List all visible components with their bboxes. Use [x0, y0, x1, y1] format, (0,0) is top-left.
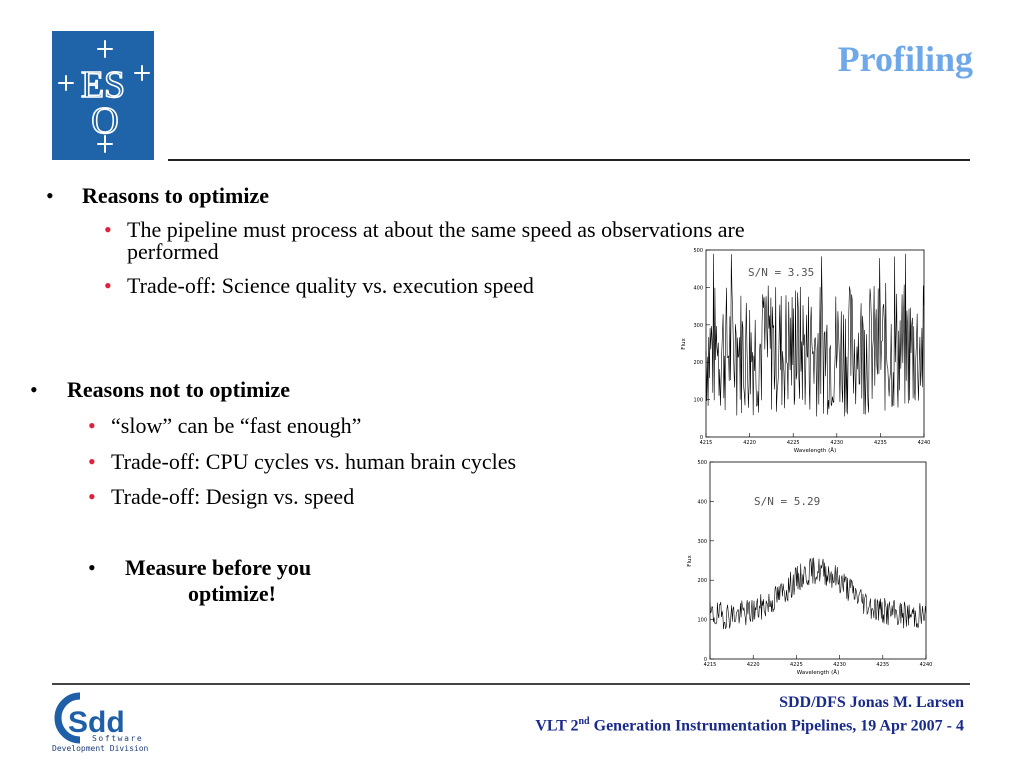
section-heading: Reasons not to optimize	[67, 377, 291, 402]
axis-ticks: 4215 4220 4225 4230 4235 4240 0 100 200 300 400 500	[697, 460, 932, 668]
eso-logo-es: ES	[81, 64, 125, 106]
x-tick-label: 4235	[874, 440, 887, 446]
bullet-text: Trade-off: Science quality vs. execution…	[127, 273, 534, 298]
sub-bullet-fast-enough: • “slow” can be “fast enough”	[88, 415, 361, 437]
bullet-text: Trade-off: Design vs. speed	[111, 484, 355, 509]
bullet-dot: •	[104, 273, 112, 298]
x-tick-label: 4225	[790, 662, 803, 668]
x-tick-label: 4230	[830, 440, 843, 446]
spectrum-line	[705, 253, 925, 417]
bullet-dot: •	[104, 217, 112, 242]
x-tick-label: 4230	[833, 662, 846, 668]
y-tick-label: 200	[693, 360, 703, 366]
x-axis-label: Wavelength (Å)	[794, 447, 836, 454]
y-tick-label: 100	[697, 618, 707, 624]
bullet-dot: •	[30, 377, 38, 402]
y-tick-label: 0	[704, 657, 707, 663]
bullet-dot: •	[46, 183, 54, 208]
footer-talk-prefix: VLT 2	[535, 717, 579, 735]
page-title: Profiling	[837, 39, 973, 79]
bullet-reasons-to-optimize: • Reasons to optimize	[46, 183, 269, 209]
x-tick-label: 4215	[704, 662, 717, 668]
sdd-logo: Sdd Software Development Division	[52, 688, 164, 756]
bullet-dot: •	[88, 555, 96, 580]
bullet-text: Trade-off: CPU cycles vs. human brain cy…	[111, 449, 517, 474]
y-tick-label: 500	[697, 460, 707, 466]
sdd-logo-line2: Development Division	[52, 744, 149, 753]
sub-bullet-design-speed: • Trade-off: Design vs. speed	[88, 486, 354, 508]
header-divider	[168, 159, 970, 161]
sdd-logo-letters: Sdd	[68, 706, 125, 739]
plot-frame	[705, 249, 925, 438]
section-heading: Reasons to optimize	[82, 183, 269, 208]
y-tick-label: 400	[693, 285, 703, 291]
y-tick-label: 500	[693, 248, 703, 254]
y-axis-label: Flux	[687, 555, 693, 567]
y-tick-label: 400	[697, 499, 707, 505]
y-tick-label: 100	[693, 398, 703, 404]
bullet-dot: •	[88, 413, 96, 438]
bullet-dot: •	[88, 449, 96, 474]
sn-annotation: S/N = 5.29	[754, 495, 820, 508]
sub-bullet-cpu-cycles: • Trade-off: CPU cycles vs. human brain …	[88, 451, 516, 473]
y-axis-label: Flux	[681, 338, 687, 350]
x-tick-label: 4235	[876, 662, 889, 668]
bullet-reasons-not-to-optimize: • Reasons not to optimize	[30, 377, 290, 403]
measure-line-2: optimize!	[188, 581, 276, 606]
sdd-logo-graphic: Sdd Software Development Division	[52, 692, 149, 753]
plot-frame	[709, 461, 927, 660]
spectrum-line	[709, 557, 927, 630]
spectrum-plot-low-sn: 4215 4220 4225 4230 4235 4240 0 100 200 300 400 500…	[676, 244, 938, 456]
sn-annotation: S/N = 3.35	[748, 266, 814, 279]
bullet-measure-first: • Measure before you optimize!	[88, 555, 388, 607]
y-tick-label: 300	[697, 539, 707, 545]
footer-talk-suffix: Generation Instrumentation Pipelines, 19…	[589, 717, 964, 735]
footer-talk: VLT 2nd Generation Instrumentation Pipel…	[535, 716, 964, 735]
bullet-text-continued: performed	[127, 239, 219, 264]
footer-divider	[52, 683, 970, 685]
measure-line-1: Measure before you	[125, 555, 312, 580]
footer-talk-sup: nd	[578, 716, 590, 727]
eso-logo: ES O	[52, 31, 154, 160]
x-tick-label: 4240	[918, 440, 931, 446]
sub-bullet-tradeoff-quality: • Trade-off: Science quality vs. executi…	[104, 275, 534, 297]
eso-logo-o: O	[91, 100, 118, 142]
bullet-text: “slow” can be “fast enough”	[111, 413, 362, 438]
axis-ticks: 4215 4220 4225 4230 4235 4240 0 100 200 300 400 500	[693, 248, 930, 446]
sdd-logo-line1: Software	[92, 734, 143, 743]
x-tick-label: 4215	[700, 440, 713, 446]
footer-author: SDD/DFS Jonas M. Larsen	[779, 694, 964, 711]
sub-bullet-speed: • The pipeline must process at about the…	[104, 219, 944, 263]
bullet-text: The pipeline must process at about the s…	[127, 217, 745, 242]
x-tick-label: 4220	[743, 440, 756, 446]
bullet-dot: •	[88, 484, 96, 509]
x-tick-label: 4220	[747, 662, 760, 668]
spectrum-plot-svg: 4215 4220 4225 4230 4235 4240 0 100 200 300 400 500…	[687, 460, 932, 676]
spectrum-plot-svg: 4215 4220 4225 4230 4235 4240 0 100 200 300 400 500…	[681, 248, 930, 454]
x-tick-label: 4240	[920, 662, 933, 668]
x-axis-label: Wavelength (Å)	[797, 669, 839, 676]
y-tick-label: 0	[700, 435, 703, 441]
y-tick-label: 200	[697, 578, 707, 584]
sdd-logo-arc	[54, 692, 81, 744]
spectrum-plot-high-sn: 4215 4220 4225 4230 4235 4240 0 100 200 300 400 500…	[682, 456, 942, 678]
x-tick-label: 4225	[787, 440, 800, 446]
y-tick-label: 300	[693, 323, 703, 329]
eso-logo-graphic: ES O	[58, 40, 150, 153]
